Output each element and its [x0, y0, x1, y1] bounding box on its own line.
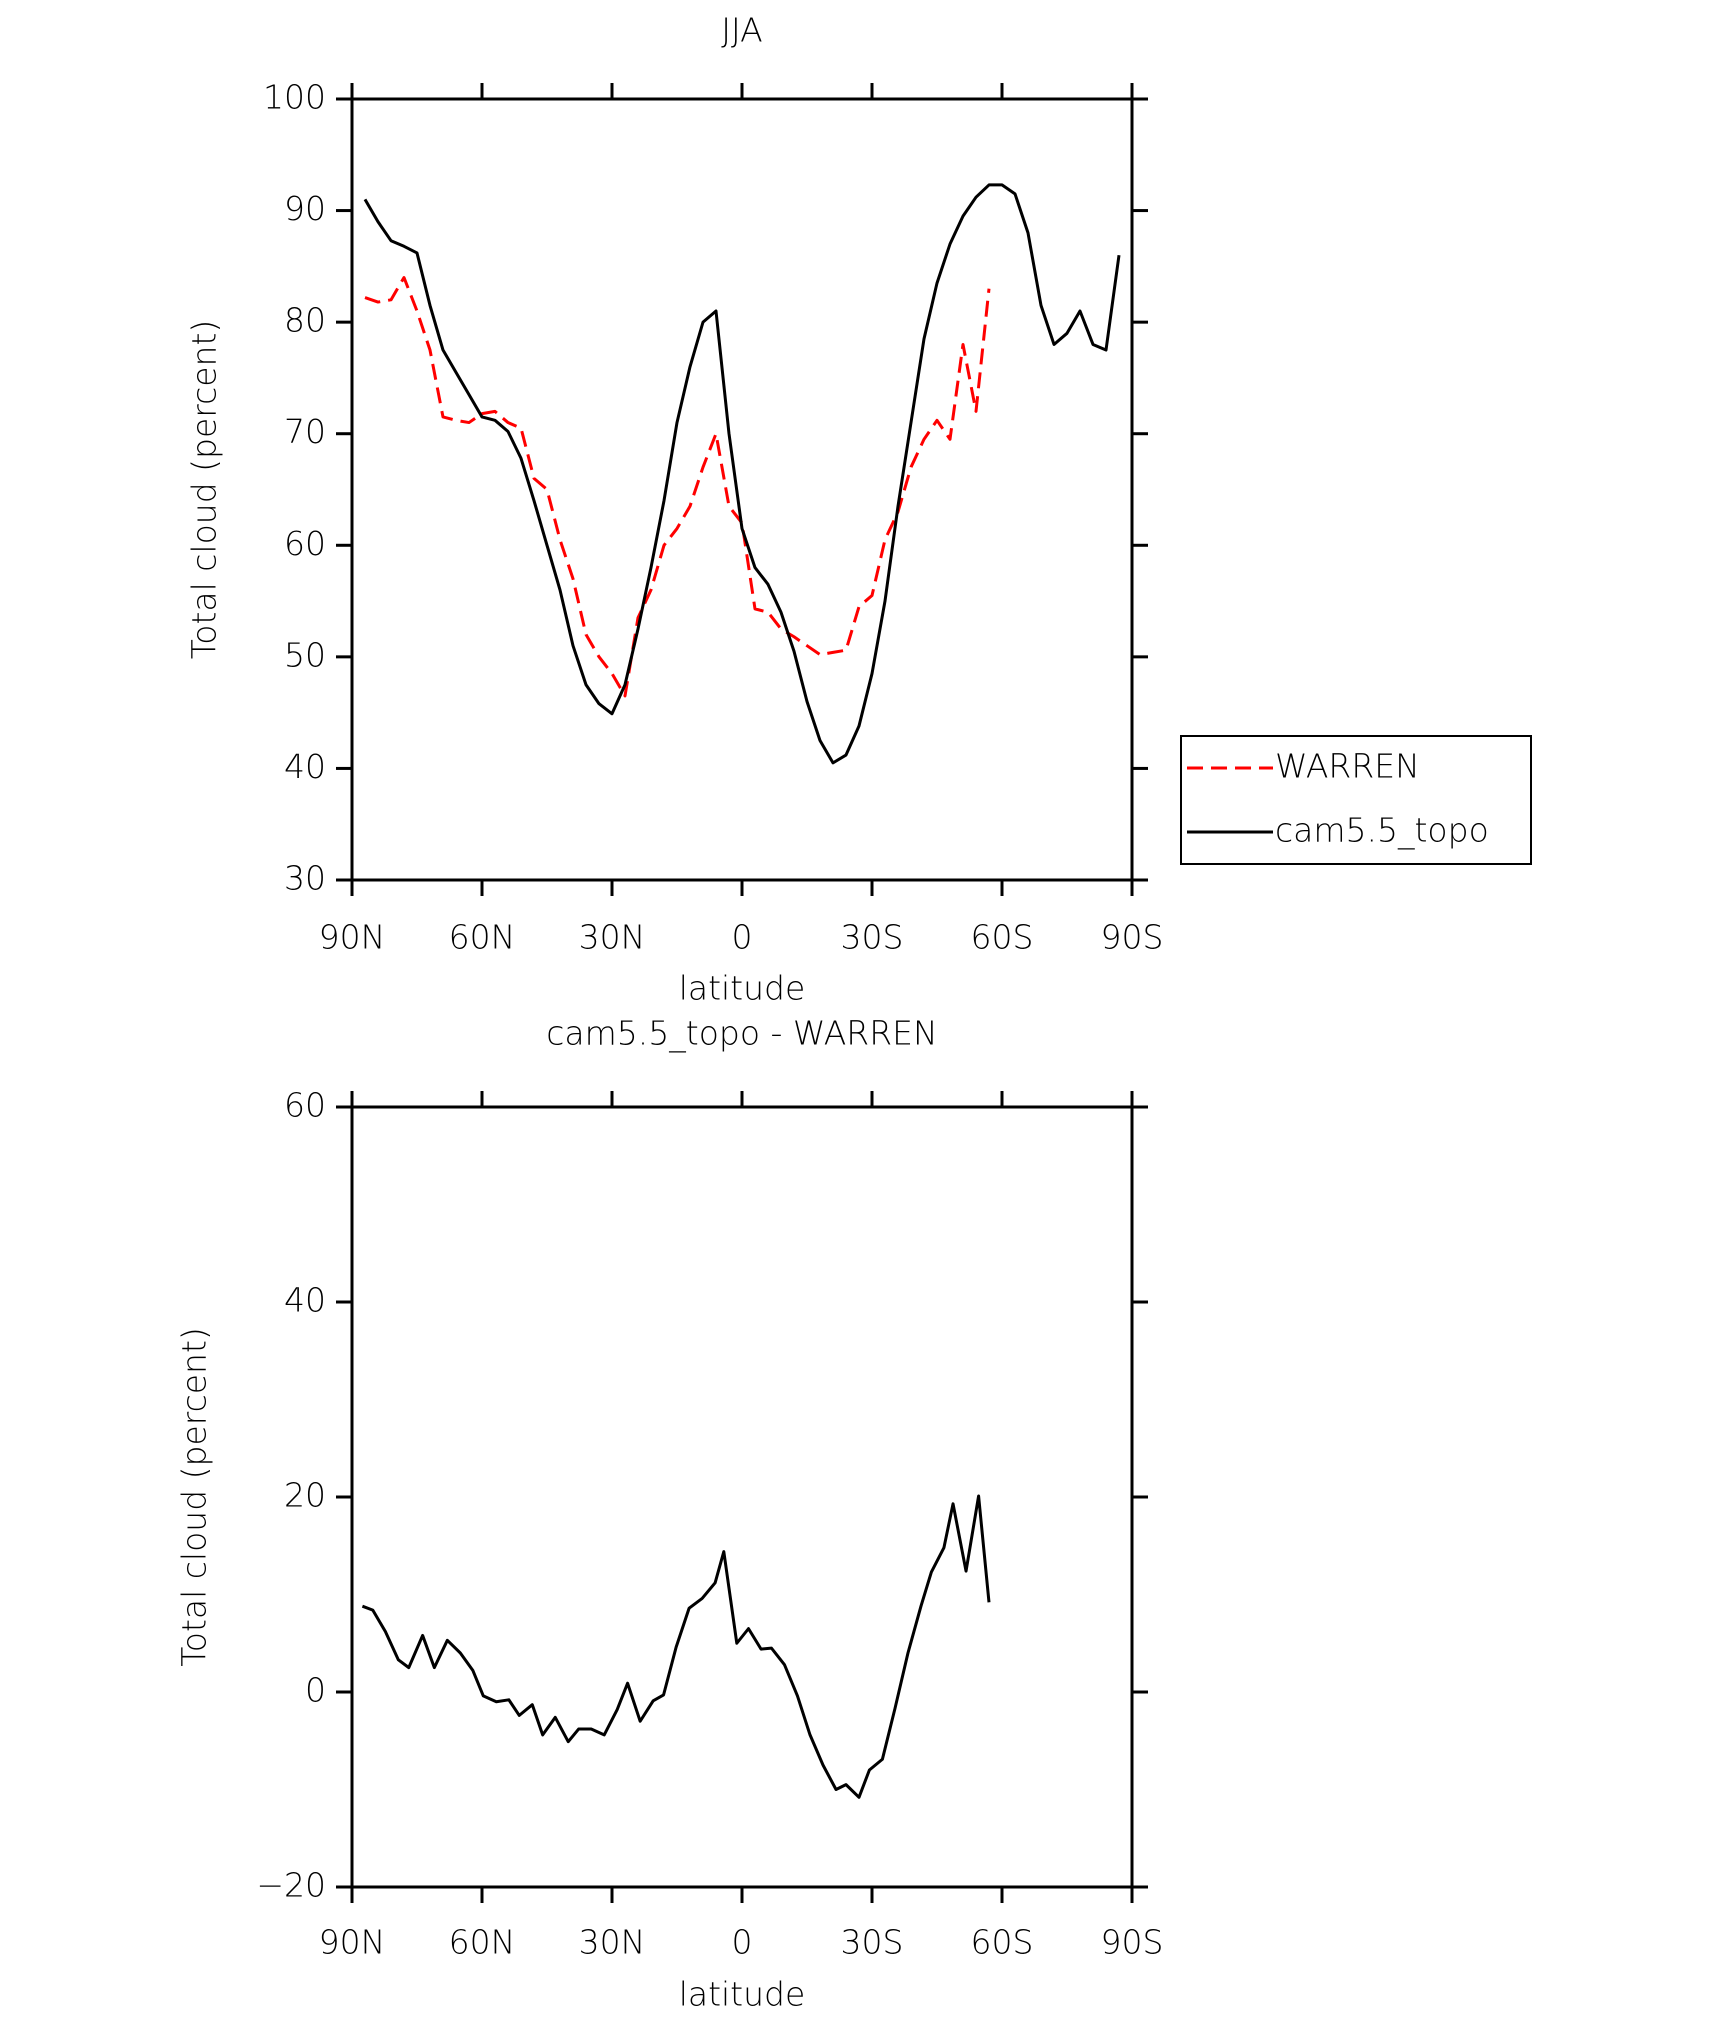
chart-title: cam5.5_topo - WARREN: [546, 1014, 937, 1054]
data-line: [363, 183, 1121, 765]
y-tick-label: −20: [256, 1866, 326, 1905]
y-tick-label: 40: [284, 747, 326, 786]
plot-frame: [350, 97, 1134, 882]
y-tick-label: 60: [284, 1086, 326, 1125]
x-tick-label: 90N: [319, 1923, 386, 1962]
chart-title: JJA: [721, 11, 762, 50]
data-line: [364, 276, 991, 698]
x-axis-label: latitude: [679, 969, 806, 1008]
y-tick-label: 50: [284, 635, 326, 674]
x-tick-label: 30S: [841, 1923, 904, 1962]
x-tick-label: 30N: [579, 1923, 646, 1962]
y-axis-label: Total cloud (percent): [185, 320, 224, 660]
y-tick-label: 90: [284, 189, 326, 228]
y-tick-label: 70: [284, 412, 326, 451]
y-axis-label: Total cloud (percent): [175, 1327, 214, 1667]
x-tick-label: 60N: [449, 1923, 516, 1962]
y-tick-label: 20: [284, 1476, 326, 1515]
x-tick-label: 30S: [841, 918, 904, 957]
x-tick-label: 60N: [449, 918, 516, 957]
x-tick-label: 0: [732, 1923, 753, 1962]
x-axis-label: latitude: [679, 1975, 806, 2014]
y-tick-label: 40: [284, 1281, 326, 1320]
x-tick-label: 90S: [1101, 1923, 1164, 1962]
y-tick-label: 100: [263, 78, 326, 117]
y-tick-label: 80: [284, 301, 326, 340]
legend-label: WARREN: [1275, 747, 1420, 786]
x-tick-label: 60S: [971, 1923, 1034, 1962]
legend-box: [1180, 735, 1532, 865]
x-tick-label: 60S: [971, 918, 1034, 957]
y-tick-label: 0: [305, 1671, 326, 1710]
x-tick-label: 0: [732, 918, 753, 957]
x-tick-label: 30N: [579, 918, 646, 957]
plot-frame: [350, 1105, 1134, 1889]
y-tick-label: 60: [284, 524, 326, 563]
legend-label: cam5.5_topo: [1275, 811, 1489, 851]
x-tick-label: 90N: [319, 918, 386, 957]
y-tick-label: 30: [284, 859, 326, 898]
x-tick-label: 90S: [1101, 918, 1164, 957]
data-line: [361, 1494, 991, 1799]
